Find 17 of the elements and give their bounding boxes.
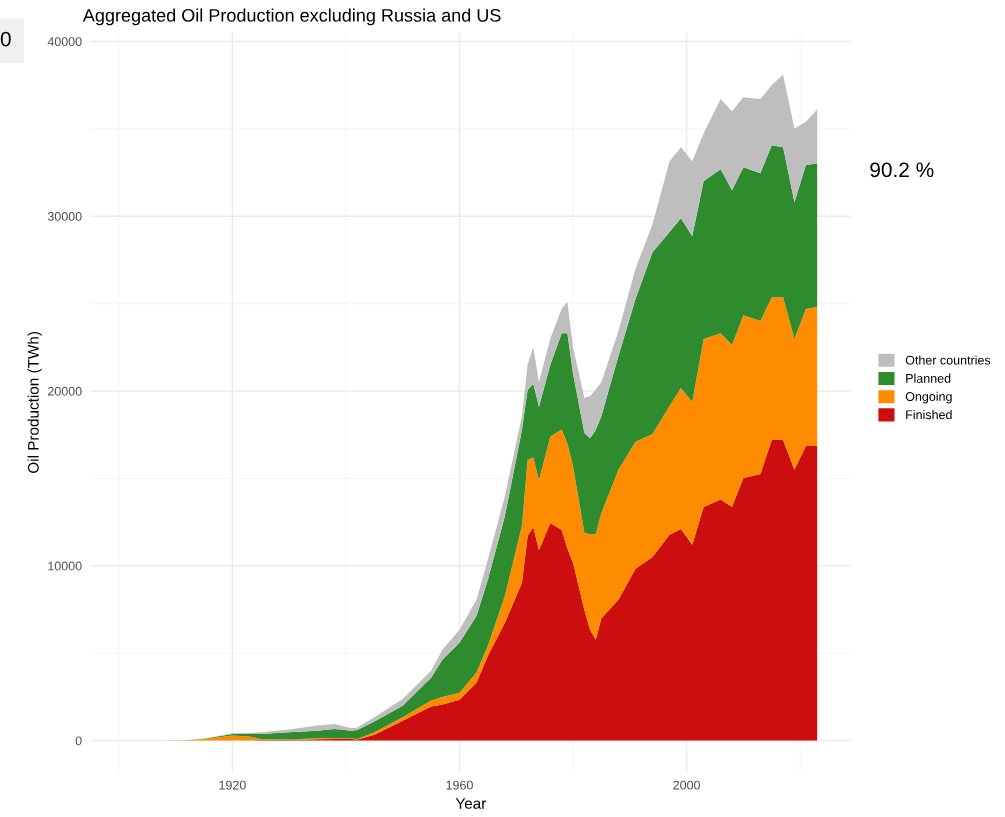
y-tick-label: 20000 xyxy=(47,386,82,396)
y-tick-label: 30000 xyxy=(47,212,82,221)
text: 0 xyxy=(0,31,11,47)
x-axis-title: Year xyxy=(455,798,487,809)
x-tick-label: 1920 xyxy=(219,780,246,790)
x-tick-label: 1960 xyxy=(446,780,473,790)
legend-label: Planned xyxy=(906,373,951,383)
y-tick-label: 0 xyxy=(75,736,82,746)
y-tick-label: 10000 xyxy=(48,561,82,571)
y-tick-label: 40000 xyxy=(47,37,82,47)
text: 90.2 % xyxy=(870,162,934,178)
y-axis-title: Oil Production (TWh) xyxy=(27,332,42,473)
legend-label: Ongoing xyxy=(905,391,952,404)
legend-label: Finished xyxy=(906,409,952,420)
legend-label: Other countries xyxy=(905,355,991,365)
x-tick-label: 2000 xyxy=(673,780,700,790)
chart-title: Aggregated Oil Production excluding Russia and US xyxy=(82,8,501,26)
